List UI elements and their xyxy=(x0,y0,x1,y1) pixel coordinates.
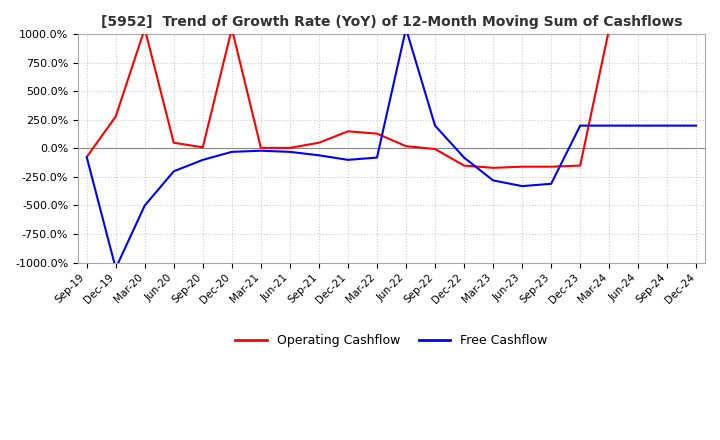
Title: [5952]  Trend of Growth Rate (YoY) of 12-Month Moving Sum of Cashflows: [5952] Trend of Growth Rate (YoY) of 12-… xyxy=(101,15,683,29)
Legend: Operating Cashflow, Free Cashflow: Operating Cashflow, Free Cashflow xyxy=(230,329,552,352)
